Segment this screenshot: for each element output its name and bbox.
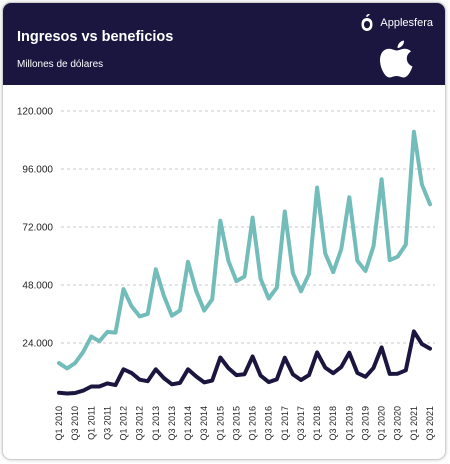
- x-tick-label: Q3 2021: [425, 406, 435, 441]
- applesfera-logo-icon: [361, 14, 373, 31]
- y-tick-label: 120.000: [17, 107, 54, 118]
- x-tick-label: Q3 2019: [360, 406, 370, 441]
- chart-title: Ingresos vs beneficios: [17, 29, 174, 45]
- x-tick-label: Q1 2016: [248, 406, 258, 441]
- x-tick-label: Q1 2012: [119, 406, 129, 441]
- x-tick-label: Q3 2015: [231, 406, 241, 441]
- x-axis-ticks: Q1 2010 Q3 2010 Q1 2011 Q3 2011 Q1 2012 Q3 20…: [54, 406, 435, 441]
- x-tick-label: Q1 2021: [409, 406, 419, 441]
- gridlines: [61, 110, 435, 344]
- x-tick-label: Q1 2018: [312, 406, 322, 441]
- x-tick-label: Q3 2020: [393, 406, 403, 441]
- apple-logo-icon: [380, 40, 413, 78]
- x-tick-label: Q1 2013: [151, 406, 161, 441]
- x-tick-label: Q1 2020: [377, 406, 387, 441]
- x-tick-label: Q1 2011: [86, 406, 96, 440]
- x-tick-label: Q3 2018: [328, 406, 338, 441]
- x-tick-label: Q3 2010: [70, 406, 80, 441]
- x-tick-label: Q3 2012: [135, 406, 145, 441]
- brand: Applesfera: [360, 14, 433, 32]
- x-tick-label: Q1 2017: [280, 406, 290, 441]
- x-tick-label: Q3 2016: [264, 406, 274, 441]
- x-tick-label: Q3 2014: [199, 406, 209, 441]
- y-tick-label: 48.000: [22, 281, 53, 292]
- x-tick-label: Q1 2010: [54, 406, 64, 441]
- y-tick-label: 72.000: [22, 223, 53, 234]
- x-tick-label: Q3 2013: [167, 406, 177, 441]
- chart-subtitle: Millones de dólares: [17, 59, 104, 70]
- y-axis-ticks: 24.000 48.000 72.000 96.000 120.000: [17, 107, 54, 350]
- x-tick-label: Q3 2017: [296, 406, 306, 441]
- profit-series-line: [57, 329, 432, 396]
- x-tick-label: Q1 2019: [344, 406, 354, 441]
- chart-header: Ingresos vs beneficios Millones de dólar…: [3, 3, 445, 85]
- y-tick-label: 24.000: [22, 339, 53, 350]
- x-tick-label: Q3 2011: [102, 406, 112, 440]
- x-tick-label: Q1 2015: [215, 406, 225, 441]
- brand-name: Applesfera: [380, 17, 433, 29]
- revenue-series-line: [57, 129, 432, 371]
- chart-card: Ingresos vs beneficios Millones de dólar…: [3, 3, 445, 459]
- y-tick-label: 96.000: [22, 165, 53, 176]
- series-lines: [57, 129, 432, 396]
- x-tick-label: Q1 2014: [183, 406, 193, 441]
